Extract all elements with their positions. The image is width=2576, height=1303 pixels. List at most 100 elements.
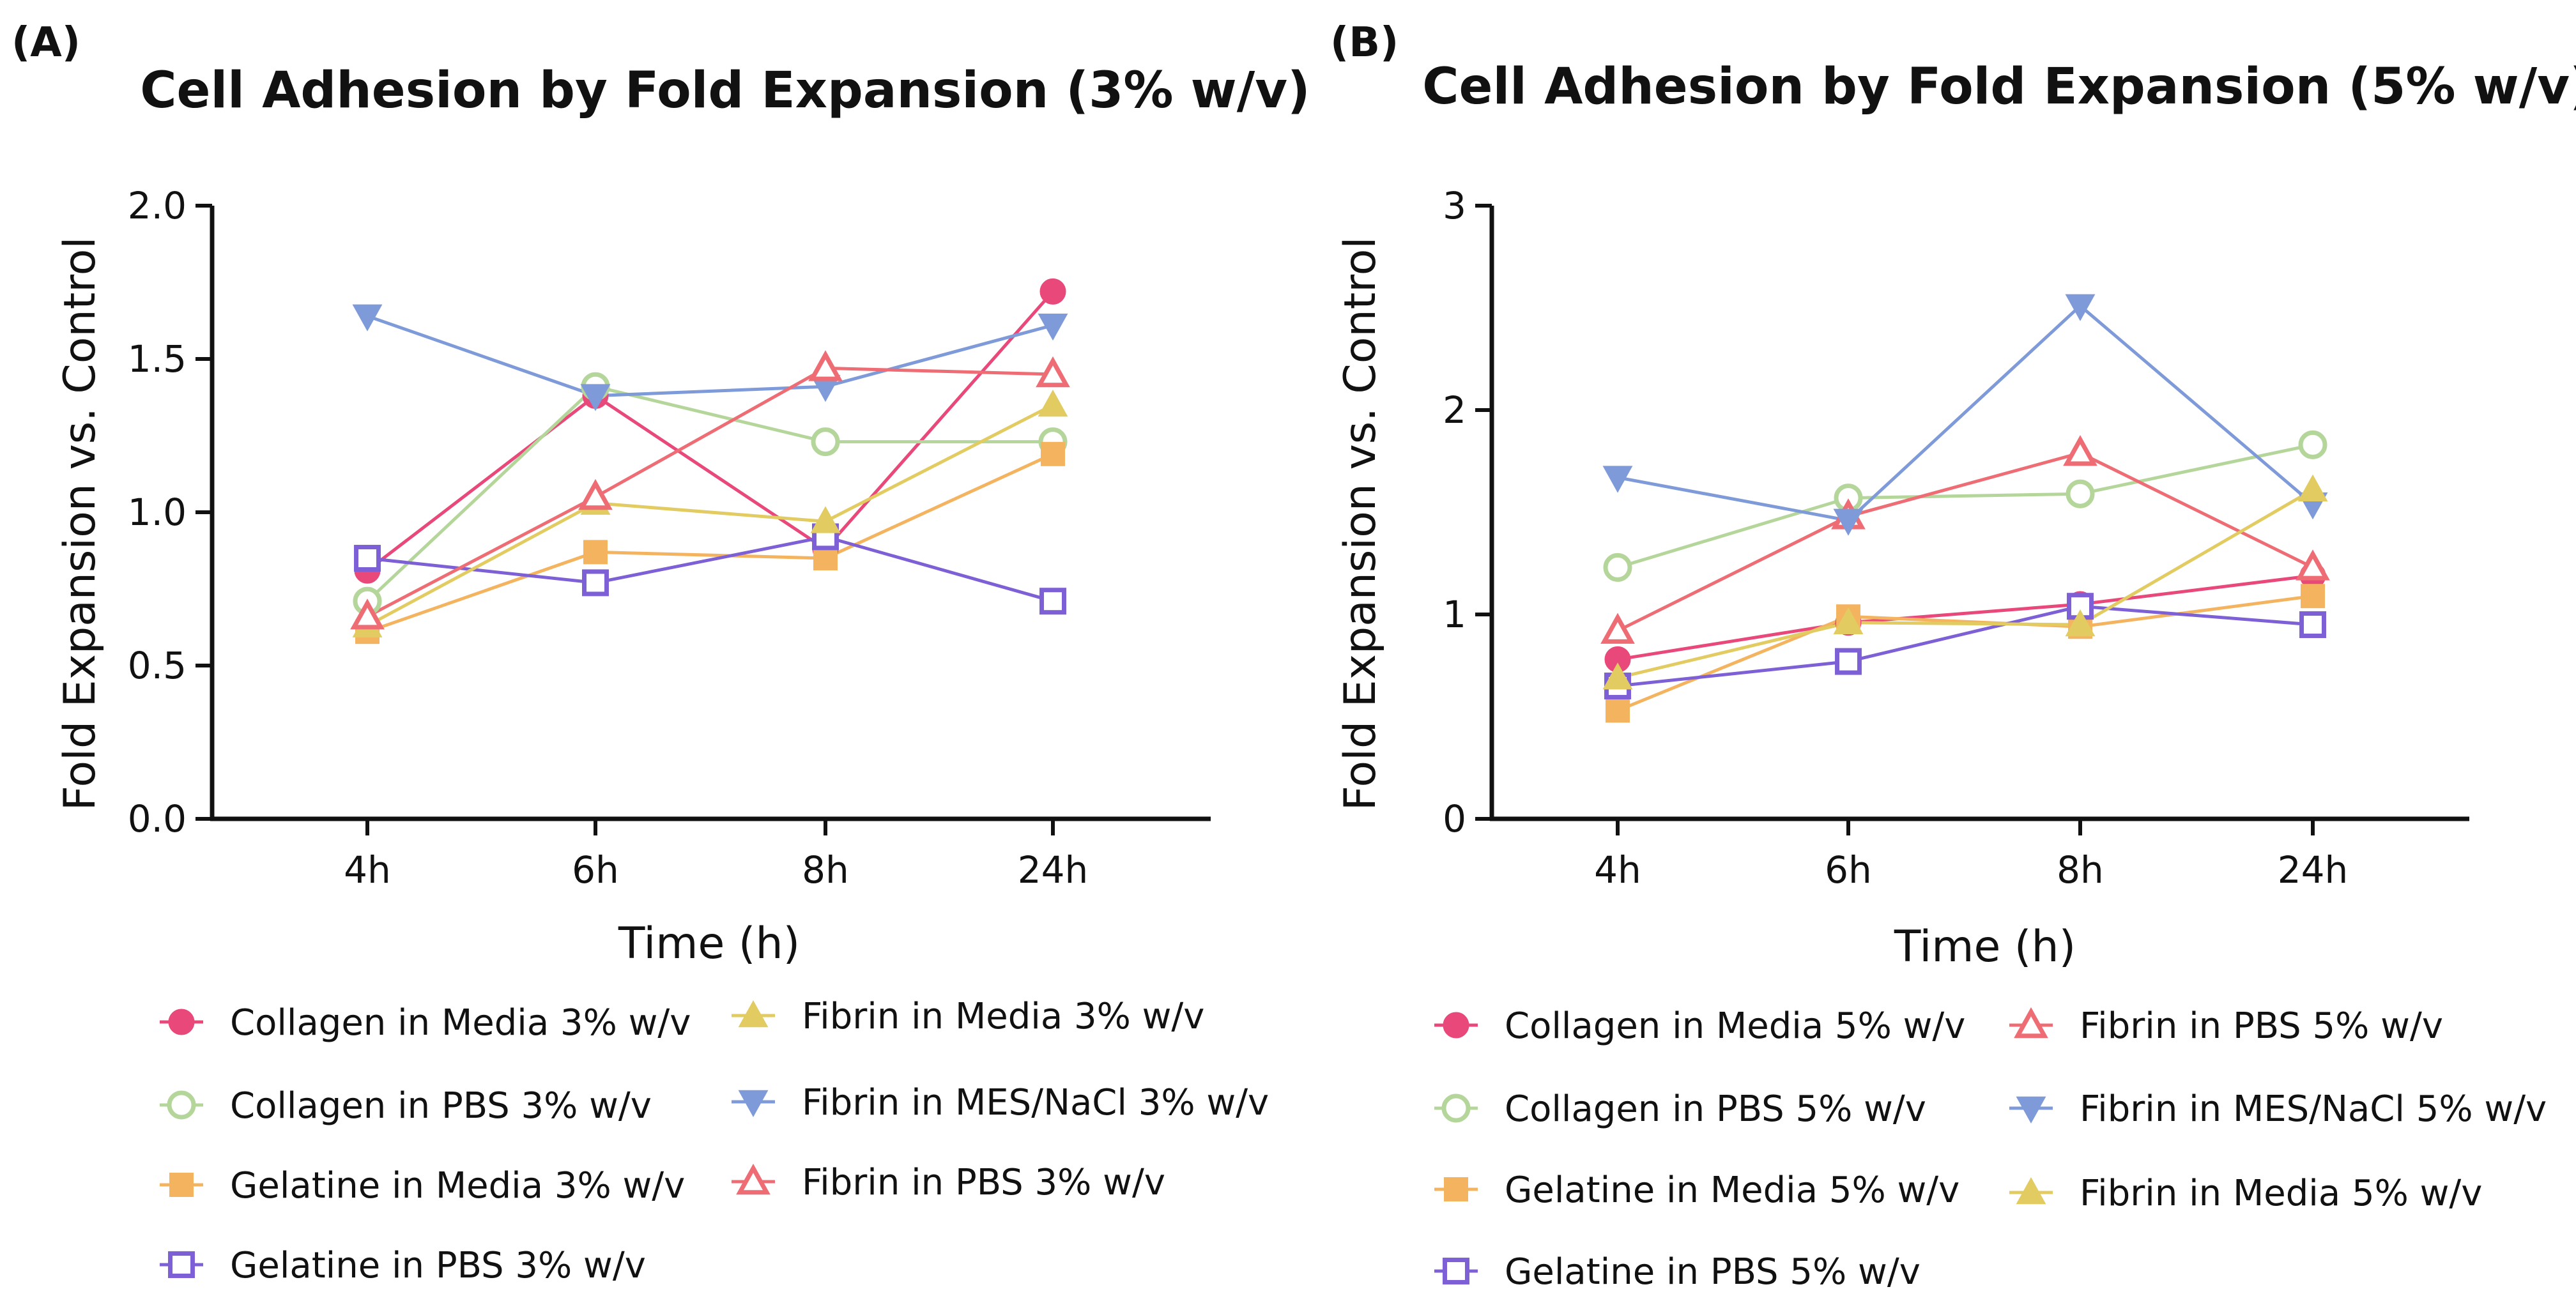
panel-b-data-point — [1603, 552, 1632, 582]
panel-b-y-tick-label: 1 — [1443, 593, 1466, 636]
panel-a-data-point — [1038, 390, 1068, 417]
panel-a-y-tick-label: 0.0 — [128, 797, 187, 841]
panel-a-data-point — [808, 350, 843, 381]
panel-b-y-axis-label: Fold Expansion vs. Control — [1335, 237, 1386, 811]
panel-a-legend-marker — [738, 1000, 769, 1028]
panel-a: (A) Cell Adhesion by Fold Expansion (3% … — [12, 19, 1310, 1286]
panel-a-series-line — [367, 452, 1054, 634]
panel-a-data-point — [352, 304, 383, 331]
panel-a-legend-marker — [736, 1163, 770, 1195]
panel-a-x-tick-label: 4h — [344, 848, 391, 892]
panel-a-series-line — [366, 366, 1054, 618]
panel-b-data-point — [1833, 607, 1864, 635]
panel-b-y-tick-label: 2 — [1443, 388, 1466, 432]
panel-a-data-point — [1039, 278, 1066, 305]
panel-b-legend-label: Gelatine in PBS 5% w/v — [1505, 1251, 1920, 1293]
panel-b-data-point — [1835, 648, 1862, 675]
panel-a-legend-label: Fibrin in PBS 3% w/v — [802, 1162, 1165, 1203]
panel-a-y-axis-label: Fold Expansion vs. Control — [55, 237, 105, 811]
panel-b-data-point — [2298, 430, 2327, 459]
panel-b-data-point — [2297, 474, 2328, 502]
panel-b-legend-label: Fibrin in PBS 5% w/v — [2080, 1005, 2443, 1047]
panel-b-legend-marker — [2016, 1096, 2046, 1124]
panel-a-data-point — [1039, 588, 1066, 615]
panel-b-legend-marker — [1441, 1093, 1471, 1123]
panel-b-legend-marker — [2014, 1007, 2048, 1039]
panel-a-title: Cell Adhesion by Fold Expansion (3% w/v) — [140, 62, 1310, 119]
panel-a-legend-marker — [168, 1009, 195, 1035]
panel-b-series-line — [1617, 574, 2313, 661]
panel-b-letter: (B) — [1330, 19, 1399, 66]
panel-b-data-point — [2299, 611, 2326, 638]
panel-b-data-point — [2066, 479, 2095, 508]
panel-a-x-tick-label: 24h — [1018, 848, 1089, 892]
panel-b-title: Cell Adhesion by Fold Expansion (5% w/v) — [1422, 58, 2576, 116]
panel-b-data-point — [1600, 613, 1635, 644]
panel-a-series-line — [367, 535, 1054, 603]
panel-a-data-point — [810, 506, 841, 533]
panel-b-legend-label: Collagen in PBS 5% w/v — [1505, 1088, 1926, 1130]
panel-b-data-point — [2301, 584, 2325, 609]
panel-a-data-point — [580, 384, 611, 411]
panel-b-x-tick-label: 8h — [2057, 848, 2104, 892]
panel-a-x-tick-label: 8h — [802, 848, 849, 892]
panel-b-x-axis-label: Time (h) — [1894, 922, 2076, 972]
panel-a-data-point — [350, 598, 385, 630]
panel-b-data-point — [1606, 698, 1630, 723]
panel-b-series-line — [1617, 594, 2313, 712]
panel-b-legend-label: Fibrin in MES/NaCl 5% w/v — [2080, 1088, 2547, 1130]
panel-b-legend-label: Gelatine in Media 5% w/v — [1505, 1170, 1959, 1211]
panel-b-x-tick-label: 24h — [2278, 848, 2349, 892]
panel-a-letter: (A) — [12, 19, 80, 66]
panel-b-x-tick-label: 6h — [1825, 848, 1872, 892]
panel-a-data-point — [811, 427, 840, 457]
panel-a-series-line — [366, 385, 1053, 603]
panel-a-legend-label: Fibrin in MES/NaCl 3% w/v — [802, 1082, 1269, 1124]
panel-b-x-tick-label: 4h — [1594, 848, 1641, 892]
panel-a-series-line — [366, 403, 1054, 627]
panel-a-y-tick-label: 0.5 — [128, 644, 187, 687]
panel-b-legend-marker — [1443, 1258, 1469, 1284]
panel-b: (B) Cell Adhesion by Fold Expansion (5% … — [1330, 19, 2576, 1293]
panel-a-legend-marker — [738, 1090, 769, 1117]
panel-b-data-point — [1602, 662, 1633, 690]
panel-b-legend-marker — [2016, 1177, 2046, 1205]
panel-a-legend-label: Gelatine in Media 3% w/v — [230, 1165, 685, 1207]
panel-a-legend-marker — [167, 1090, 196, 1120]
panel-a-y-tick-label: 1.5 — [128, 337, 187, 381]
panel-b-data-point — [1833, 508, 1864, 536]
panel-a-data-point — [354, 545, 381, 572]
panel-a-y-tick-label: 2.0 — [128, 184, 187, 227]
panel-b-data-point — [2067, 593, 2094, 620]
panel-b-data-point — [2065, 609, 2096, 637]
panel-a-data-point — [1036, 356, 1070, 388]
panel-a-data-point — [578, 478, 613, 510]
panel-a-legend-label: Fibrin in Media 3% w/v — [802, 996, 1204, 1037]
panel-a-series-line — [367, 314, 1054, 398]
panel-b-data-point — [2065, 294, 2096, 321]
panel-b-y-tick-label: 3 — [1443, 184, 1466, 227]
panel-b-series-line — [1617, 304, 2314, 522]
panel-b-legend-label: Fibrin in Media 5% w/v — [2080, 1173, 2482, 1214]
panel-b-legend-marker — [1444, 1177, 1468, 1201]
panel-a-legend-label: Collagen in PBS 3% w/v — [230, 1085, 652, 1127]
panel-a-data-point — [583, 540, 608, 565]
panel-a-legend-label: Gelatine in PBS 3% w/v — [230, 1245, 646, 1286]
panel-a-data-point — [813, 546, 838, 570]
panel-b-series-line — [1617, 488, 2314, 680]
panel-a-x-axis-label: Time (h) — [618, 918, 800, 969]
panel-b-y-tick-label: 0 — [1443, 797, 1466, 841]
panel-b-data-point — [2063, 435, 2097, 466]
panel-b-data-point — [1602, 466, 1633, 493]
panel-a-y-tick-label: 1.0 — [128, 491, 187, 534]
panel-a-series-line — [366, 290, 1054, 572]
panel-a-data-point — [1038, 313, 1068, 341]
panel-a-legend-marker — [169, 1173, 194, 1197]
panel-a-data-point — [1041, 441, 1065, 466]
panel-b-data-point — [2296, 549, 2330, 581]
panel-b-series-line — [1617, 604, 2313, 688]
panel-b-legend-marker — [1443, 1012, 1469, 1039]
panel-b-series-line — [1617, 443, 2313, 569]
panel-a-x-tick-label: 6h — [572, 848, 619, 892]
